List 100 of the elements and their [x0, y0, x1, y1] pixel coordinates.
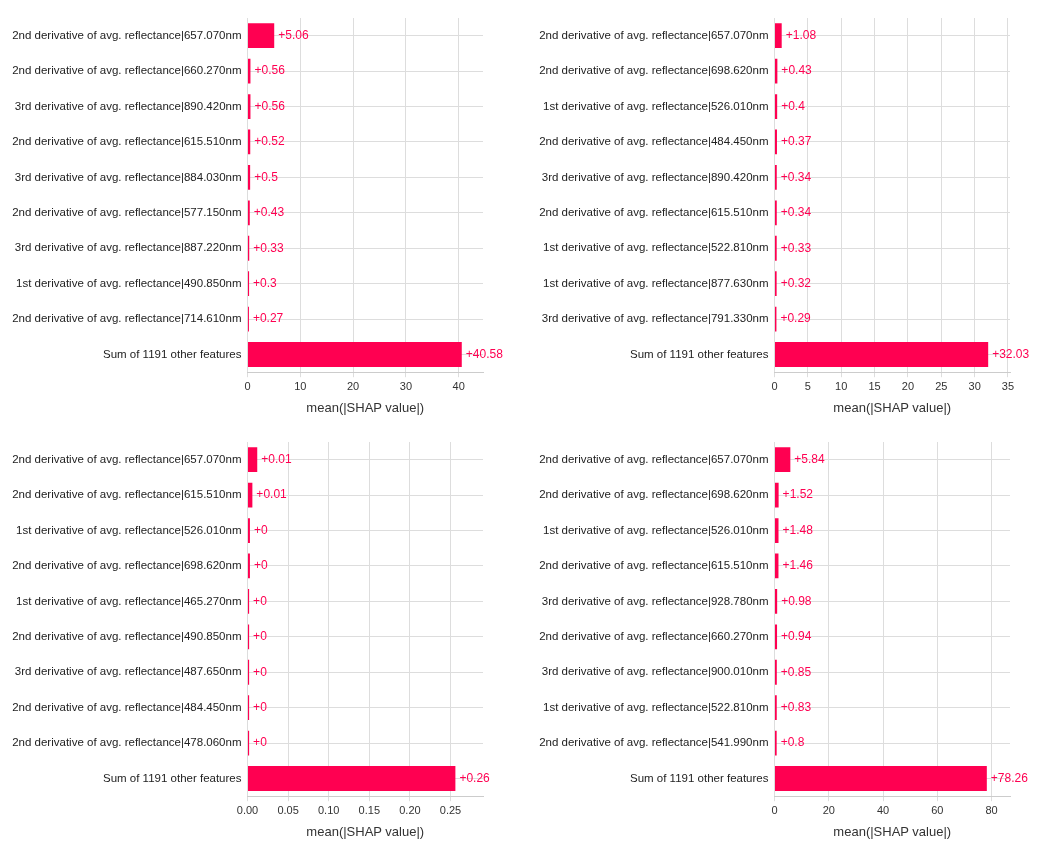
bar: [775, 588, 778, 614]
data-label: +0.26: [459, 770, 491, 785]
data-label: +0.8: [780, 735, 805, 750]
y-tick-label: 2nd derivative of avg. reflectance|615.510nm: [539, 559, 769, 572]
y-tick-label: 2nd derivative of avg. reflectance|484.450nm: [539, 135, 769, 148]
bar: [248, 164, 251, 190]
data-label: +0.3: [253, 275, 278, 290]
data-label: +0.94: [781, 629, 812, 644]
x-tick-label: 0.15: [358, 803, 381, 816]
y-tick-label: 1st derivative of avg. reflectance|526.010nm: [543, 523, 769, 536]
data-label: +0.43: [253, 205, 285, 220]
x-tick-label: 30: [968, 379, 981, 392]
data-label: +0.27: [252, 311, 284, 326]
y-tick-label: 3rd derivative of avg. reflectance|900.010nm: [541, 665, 769, 678]
data-label: +5.06: [278, 28, 309, 43]
x-tick-label: 15: [868, 379, 881, 392]
data-label: +0.83: [780, 699, 812, 714]
x-tick-label: 20: [822, 803, 835, 816]
y-tick-label: Sum of 1191 other features: [629, 771, 769, 784]
y-tick-label: 2nd derivative of avg. reflectance|615.510nm: [12, 488, 242, 501]
data-label: +40.58: [465, 346, 504, 361]
data-label: +0.52: [254, 134, 285, 149]
y-tick-label: 3rd derivative of avg. reflectance|887.220nm: [14, 241, 242, 254]
x-tick-label: 0: [244, 379, 251, 392]
y-tick-label: 3rd derivative of avg. reflectance|791.330nm: [541, 312, 769, 325]
y-tick-label: 2nd derivative of avg. reflectance|657.070nm: [12, 452, 242, 465]
y-tick-label: 2nd derivative of avg. reflectance|490.850nm: [12, 629, 242, 642]
x-tick-label: 0: [771, 803, 778, 816]
y-tick-label: 1st derivative of avg. reflectance|522.810nm: [543, 241, 769, 254]
y-tick-label: 1st derivative of avg. reflectance|490.850nm: [16, 276, 242, 289]
x-axis-title: mean(|SHAP value|): [833, 399, 952, 415]
y-tick-label: 2nd derivative of avg. reflectance|657.070nm: [539, 452, 769, 465]
data-label: +0.43: [781, 63, 813, 78]
bar: [775, 23, 782, 49]
y-tick-label: 2nd derivative of avg. reflectance|660.270nm: [539, 629, 769, 642]
y-tick-label: 1st derivative of avg. reflectance|465.270nm: [16, 594, 242, 607]
data-label: +0.33: [253, 240, 284, 255]
data-label: +1.48: [782, 522, 814, 537]
data-label: +0: [253, 629, 268, 644]
bar: [248, 23, 275, 49]
data-label: +0.56: [254, 63, 286, 78]
data-label: +0.29: [780, 311, 812, 326]
data-label: +0: [253, 558, 268, 573]
x-tick-label: 25: [935, 379, 948, 392]
y-tick-label: 1st derivative of avg. reflectance|526.010nm: [543, 99, 769, 112]
y-tick-label: 3rd derivative of avg. reflectance|884.030nm: [14, 170, 242, 183]
data-label: +0: [253, 593, 268, 608]
bar: [248, 342, 462, 367]
y-tick-label: 2nd derivative of avg. reflectance|714.610nm: [12, 312, 242, 325]
bar: [775, 342, 989, 367]
data-label: +78.26: [990, 770, 1029, 785]
x-tick-label: 0: [771, 379, 778, 392]
data-label: +0.56: [254, 98, 286, 113]
y-tick-label: 2nd derivative of avg. reflectance|657.070nm: [539, 28, 769, 41]
x-tick-label: 0.05: [277, 803, 299, 816]
x-tick-label: 0.25: [439, 803, 462, 816]
y-tick-label: 1st derivative of avg. reflectance|526.010nm: [16, 523, 242, 536]
data-label: +1.46: [782, 558, 814, 573]
y-tick-label: Sum of 1191 other features: [629, 347, 769, 360]
y-tick-label: 2nd derivative of avg. reflectance|698.620nm: [539, 64, 769, 77]
x-tick-label: 10: [294, 379, 307, 392]
x-tick-label: 5: [804, 379, 811, 392]
data-label: +0.34: [780, 169, 812, 184]
data-label: +0.5: [254, 169, 279, 184]
y-tick-label: 3rd derivative of avg. reflectance|928.780nm: [541, 594, 769, 607]
x-tick-label: 0.10: [318, 803, 340, 816]
bar: [775, 518, 779, 543]
y-tick-label: 2nd derivative of avg. reflectance|698.620nm: [12, 559, 242, 572]
data-label: +5.84: [794, 452, 826, 467]
bar: [775, 447, 791, 473]
data-label: +0.34: [780, 205, 812, 220]
data-label: +0: [253, 699, 268, 714]
data-label: +0: [253, 735, 268, 750]
bar: [248, 766, 456, 791]
bar: [775, 94, 778, 119]
x-tick-label: 35: [1001, 379, 1015, 392]
data-label: +0.33: [780, 240, 812, 255]
y-tick-label: Sum of 1191 other features: [102, 771, 242, 784]
bar: [248, 482, 253, 508]
y-tick-label: 2nd derivative of avg. reflectance|478.060nm: [12, 736, 242, 749]
x-tick-label: 10: [835, 379, 848, 392]
x-tick-label: 40: [876, 803, 890, 816]
x-tick-label: 20: [346, 379, 360, 392]
x-tick-label: 20: [901, 379, 915, 392]
data-label: +0.37: [780, 134, 812, 149]
y-tick-label: 2nd derivative of avg. reflectance|698.620nm: [539, 488, 769, 501]
y-tick-label: 2nd derivative of avg. reflectance|615.510nm: [539, 205, 769, 218]
x-tick-label: 0.00: [236, 803, 259, 816]
x-tick-label: 30: [399, 379, 413, 392]
bar: [775, 624, 778, 650]
data-label: +0: [253, 522, 268, 537]
data-label: +0.4: [781, 98, 806, 113]
data-label: +0.98: [781, 593, 812, 608]
data-label: +1.08: [785, 28, 817, 43]
data-label: +0.85: [780, 664, 812, 679]
y-tick-label: 2nd derivative of avg. reflectance|660.270nm: [12, 64, 242, 77]
data-label: +0.01: [261, 452, 292, 467]
y-tick-label: 3rd derivative of avg. reflectance|487.650nm: [14, 665, 242, 678]
y-tick-label: 3rd derivative of avg. reflectance|890.420nm: [541, 170, 769, 183]
y-tick-label: 2nd derivative of avg. reflectance|484.450nm: [12, 700, 242, 713]
